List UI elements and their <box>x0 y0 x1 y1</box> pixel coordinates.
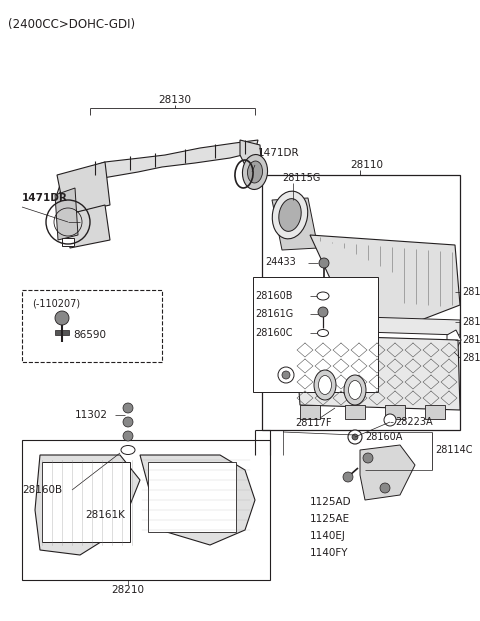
Circle shape <box>319 258 329 268</box>
Circle shape <box>384 414 396 426</box>
Text: 28110: 28110 <box>350 160 383 170</box>
Text: (2400CC>DOHC-GDI): (2400CC>DOHC-GDI) <box>8 18 135 31</box>
Ellipse shape <box>121 445 135 455</box>
Text: 28161G: 28161G <box>255 309 293 319</box>
Bar <box>262 175 460 430</box>
Circle shape <box>318 307 328 317</box>
Ellipse shape <box>279 199 301 232</box>
Circle shape <box>348 430 362 444</box>
Circle shape <box>55 311 69 325</box>
Circle shape <box>123 417 133 427</box>
Ellipse shape <box>314 370 336 400</box>
Text: 28130: 28130 <box>158 95 192 105</box>
Ellipse shape <box>248 161 263 183</box>
Bar <box>385 405 405 419</box>
Polygon shape <box>35 455 140 555</box>
Ellipse shape <box>242 155 267 189</box>
Bar <box>148 462 236 532</box>
Text: (-110207): (-110207) <box>32 298 80 308</box>
Polygon shape <box>295 335 460 410</box>
Bar <box>425 405 445 419</box>
Text: 28160B: 28160B <box>255 291 292 301</box>
Circle shape <box>282 371 290 379</box>
Ellipse shape <box>317 292 329 300</box>
Text: 1125AD: 1125AD <box>310 497 352 507</box>
Ellipse shape <box>348 381 361 399</box>
Polygon shape <box>272 198 318 250</box>
Text: 28174H: 28174H <box>462 335 480 345</box>
Bar <box>55 330 69 335</box>
Text: 24433: 24433 <box>265 257 296 267</box>
Polygon shape <box>140 455 255 545</box>
Text: 1140FY: 1140FY <box>310 548 348 558</box>
Bar <box>300 405 320 419</box>
Text: 28160C: 28160C <box>255 328 292 338</box>
Bar <box>253 277 378 392</box>
Circle shape <box>363 453 373 463</box>
Text: 28210: 28210 <box>111 585 144 595</box>
Circle shape <box>123 403 133 413</box>
Circle shape <box>343 472 353 482</box>
Polygon shape <box>240 140 262 185</box>
Polygon shape <box>310 235 460 330</box>
Polygon shape <box>55 140 258 200</box>
Text: 28115G: 28115G <box>282 173 320 183</box>
Bar <box>62 238 74 246</box>
Polygon shape <box>300 315 460 335</box>
Text: 28223A: 28223A <box>395 417 432 427</box>
Text: 28113: 28113 <box>462 317 480 327</box>
Circle shape <box>380 483 390 493</box>
Circle shape <box>352 434 358 440</box>
Ellipse shape <box>344 375 366 405</box>
Ellipse shape <box>319 376 332 394</box>
Text: 1471DR: 1471DR <box>258 148 300 158</box>
Ellipse shape <box>317 330 328 337</box>
Text: 28117F: 28117F <box>295 418 332 428</box>
Text: 28114C: 28114C <box>435 445 472 455</box>
Text: 28160B: 28160B <box>22 485 62 495</box>
Text: 11302: 11302 <box>75 410 108 420</box>
Bar <box>42 462 130 542</box>
Circle shape <box>278 367 294 383</box>
Text: 28111: 28111 <box>462 287 480 297</box>
Text: 1471DR: 1471DR <box>22 193 68 203</box>
Text: 1140EJ: 1140EJ <box>310 531 346 541</box>
Text: 28161K: 28161K <box>85 510 125 520</box>
Text: 1125AE: 1125AE <box>310 514 350 524</box>
Bar <box>22 290 162 362</box>
Polygon shape <box>360 445 415 500</box>
Polygon shape <box>65 205 110 248</box>
Text: 28112: 28112 <box>462 353 480 363</box>
Ellipse shape <box>272 191 308 239</box>
Bar <box>22 440 270 580</box>
Text: 86590: 86590 <box>73 330 106 340</box>
Polygon shape <box>57 162 110 215</box>
Bar <box>345 405 365 419</box>
Text: 28160A: 28160A <box>365 432 402 442</box>
Circle shape <box>123 431 133 441</box>
Polygon shape <box>447 330 461 350</box>
Polygon shape <box>55 188 78 240</box>
